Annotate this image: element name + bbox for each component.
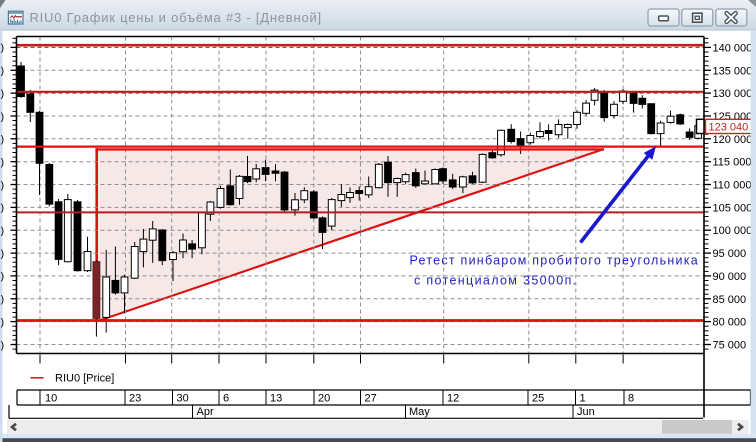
svg-text:): ) [1, 294, 5, 306]
svg-text:13: 13 [270, 393, 282, 405]
svg-text:10: 10 [45, 393, 57, 405]
svg-text:123 040: 123 040 [709, 121, 749, 133]
svg-text:): ) [1, 339, 5, 351]
svg-text:RIU0 [Price]: RIU0 [Price] [55, 373, 114, 385]
svg-text:140 000: 140 000 [713, 42, 753, 54]
svg-text:): ) [1, 111, 5, 123]
svg-text:25: 25 [532, 393, 544, 405]
svg-text:75 000: 75 000 [713, 340, 747, 352]
svg-text:6: 6 [223, 393, 229, 405]
svg-text:100 000: 100 000 [713, 225, 753, 237]
svg-text:): ) [1, 88, 5, 100]
svg-text:): ) [1, 225, 5, 237]
svg-text:8: 8 [628, 393, 634, 405]
svg-text:1: 1 [580, 393, 586, 405]
svg-text:120 000: 120 000 [713, 134, 753, 146]
svg-text:RIU0 График цены и объёма #3 -: RIU0 График цены и объёма #3 - [Дневной] [30, 10, 322, 25]
svg-text:90 000: 90 000 [713, 271, 747, 283]
svg-text:20: 20 [318, 393, 330, 405]
svg-text:105 000: 105 000 [713, 202, 753, 214]
svg-text:Jun: Jun [577, 406, 595, 418]
svg-text:): ) [1, 42, 5, 54]
svg-text:130 000: 130 000 [713, 88, 753, 100]
svg-text:85 000: 85 000 [713, 294, 747, 306]
svg-text:110 000: 110 000 [713, 180, 752, 192]
svg-text:Apr: Apr [197, 406, 214, 418]
svg-text:12: 12 [447, 393, 459, 405]
svg-text:): ) [1, 202, 5, 214]
svg-text:): ) [1, 134, 5, 146]
svg-text:): ) [1, 316, 5, 328]
svg-text:): ) [1, 248, 5, 260]
svg-text:80 000: 80 000 [713, 317, 747, 329]
svg-text:May: May [409, 406, 430, 418]
svg-text:с потенциалом 35000п.: с потенциалом 35000п. [414, 274, 578, 288]
svg-text:135 000: 135 000 [713, 65, 753, 77]
svg-text:95 000: 95 000 [713, 248, 747, 260]
svg-text:30: 30 [177, 393, 189, 405]
svg-text:): ) [1, 157, 5, 169]
svg-text:115 000: 115 000 [713, 157, 752, 169]
svg-text:Ретест пинбаром пробитого треу: Ретест пинбаром пробитого треугольника [410, 254, 699, 268]
svg-text:): ) [1, 271, 5, 283]
svg-text:23: 23 [129, 393, 141, 405]
svg-text:): ) [1, 65, 5, 77]
svg-text:27: 27 [365, 393, 377, 405]
svg-text:): ) [1, 179, 5, 191]
